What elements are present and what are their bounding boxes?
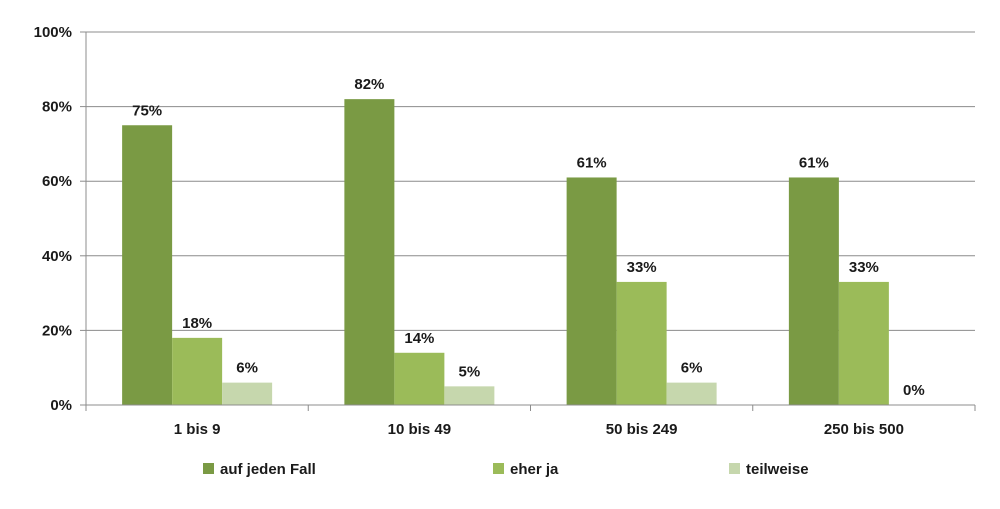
- legend: auf jeden Fall eher ja teilweise: [203, 461, 809, 478]
- data-label: 0%: [903, 382, 925, 399]
- category-label: 50 bis 249: [606, 421, 678, 438]
- y-tick-label: 100%: [34, 24, 72, 41]
- axes: [85, 32, 976, 411]
- data-label: 75%: [132, 102, 162, 119]
- bar: [666, 382, 717, 405]
- data-label: 33%: [849, 259, 879, 276]
- data-label: 6%: [236, 360, 258, 377]
- bar: [394, 352, 445, 405]
- bar: [616, 281, 667, 405]
- data-label: 82%: [354, 76, 384, 93]
- bar: [788, 177, 839, 405]
- y-tick-label: 60%: [42, 173, 72, 190]
- bar: [838, 281, 889, 405]
- data-label: 6%: [681, 360, 703, 377]
- legend-label: eher ja: [510, 461, 559, 478]
- y-tick-label: 0%: [50, 397, 72, 414]
- y-tick-label: 20%: [42, 322, 72, 339]
- bar: [566, 177, 617, 405]
- category-labels: 1 bis 9 10 bis 49 50 bis 249 250 bis 500: [174, 421, 904, 438]
- y-tick-label: 80%: [42, 99, 72, 116]
- category-label: 1 bis 9: [174, 421, 221, 438]
- category-label: 250 bis 500: [824, 421, 904, 438]
- data-label: 18%: [182, 315, 212, 332]
- y-axis-ticks: 0% 20% 40% 60% 80% 100%: [34, 24, 86, 414]
- data-label: 14%: [404, 330, 434, 347]
- category-label: 10 bis 49: [388, 421, 451, 438]
- bar: [122, 125, 173, 405]
- data-label: 5%: [459, 363, 481, 380]
- bar: [344, 99, 395, 405]
- y-tick-label: 40%: [42, 248, 72, 265]
- data-label: 61%: [799, 154, 829, 171]
- bar: [172, 337, 223, 405]
- data-label: 61%: [577, 154, 607, 171]
- legend-swatch: [203, 463, 214, 474]
- bar: [222, 382, 273, 405]
- data-label: 33%: [627, 259, 657, 276]
- legend-swatch: [493, 463, 504, 474]
- bar: [444, 386, 495, 405]
- legend-label: teilweise: [746, 461, 809, 478]
- data-labels: 75% 18% 6% 82% 14% 5% 61% 33% 6% 61% 33% 0%: [132, 76, 925, 399]
- bars: [122, 99, 889, 405]
- legend-swatch: [729, 463, 740, 474]
- legend-label: auf jeden Fall: [220, 461, 316, 478]
